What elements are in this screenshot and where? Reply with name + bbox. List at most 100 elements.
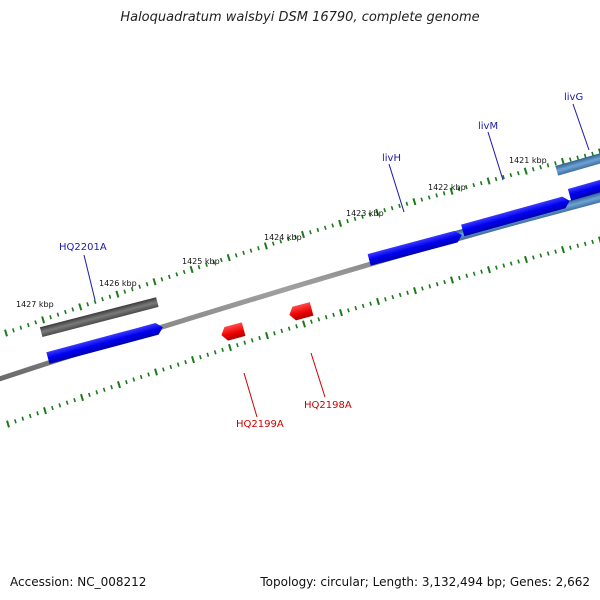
- inner-tick: [428, 284, 432, 289]
- outer-tick: [26, 322, 30, 328]
- outer-tick: [442, 191, 446, 196]
- inner-tick: [369, 301, 372, 306]
- outer-tick: [219, 257, 223, 263]
- outer-tick: [346, 218, 349, 224]
- outer-tick: [286, 236, 290, 242]
- accession-text: Accession: NC_008212: [10, 575, 147, 589]
- leader-hq2199a: [243, 372, 258, 418]
- inner-tick: [517, 259, 520, 264]
- outer-tick: [205, 262, 208, 267]
- inner-tick: [206, 352, 210, 357]
- outer-tick: [598, 148, 600, 156]
- inner-tick: [502, 263, 506, 268]
- outer-tick: [145, 282, 149, 287]
- inner-tick: [265, 332, 269, 340]
- inner-tick: [391, 294, 395, 300]
- outer-tick: [212, 260, 216, 265]
- scale-label-1427: 1427 kbp: [16, 300, 54, 309]
- inner-tick: [361, 303, 365, 309]
- inner-tick: [139, 374, 143, 380]
- inner-tick: [354, 305, 358, 311]
- inner-tick: [295, 324, 298, 329]
- outer-tick: [375, 208, 380, 216]
- inner-tick: [162, 367, 165, 372]
- map-title: Haloquadratum walsbyi DSM 16790, complet…: [120, 10, 480, 25]
- inner-tick: [465, 273, 469, 278]
- outer-tick: [323, 225, 327, 230]
- outer-tick: [175, 272, 179, 277]
- cds-hq2201a: [46, 323, 163, 364]
- inner-tick: [154, 368, 158, 376]
- scale-label-1423: 1423 kbp: [346, 209, 384, 218]
- outer-tick: [576, 155, 580, 160]
- outer-tick: [226, 254, 231, 262]
- cds-livh: [367, 230, 462, 266]
- outer-tick: [182, 269, 186, 275]
- inner-tick: [169, 364, 173, 370]
- outer-tick: [86, 302, 90, 307]
- inner-tick: [236, 342, 239, 348]
- inner-tick: [43, 407, 47, 415]
- inner-tick: [406, 290, 409, 295]
- outer-tick: [539, 165, 542, 170]
- outer-tick: [4, 329, 8, 337]
- inner-tick: [443, 279, 446, 285]
- outer-tick: [368, 212, 372, 217]
- outer-tick: [249, 248, 253, 253]
- inner-tick: [554, 249, 557, 254]
- cds-livm: [461, 196, 570, 237]
- inner-tick: [339, 309, 343, 317]
- outer-tick: [523, 167, 528, 175]
- gene-label-hq2199a: HQ2199A: [236, 419, 284, 430]
- outer-tick: [49, 315, 52, 320]
- inner-tick: [228, 343, 232, 352]
- inner-tick: [384, 297, 387, 302]
- inner-tick: [250, 338, 254, 343]
- inner-tick: [95, 390, 99, 395]
- outer-tick: [383, 208, 387, 213]
- outer-tick: [546, 163, 550, 168]
- inner-tick: [243, 340, 247, 345]
- gene-label-hq2198a: HQ2198A: [304, 400, 352, 411]
- outer-tick: [457, 187, 461, 192]
- inner-tick: [21, 416, 25, 421]
- inner-tick: [184, 359, 187, 365]
- outer-tick: [34, 320, 38, 325]
- outer-tick: [449, 187, 454, 195]
- inner-tick: [487, 266, 491, 274]
- inner-tick: [561, 246, 565, 254]
- inner-tick: [583, 241, 587, 246]
- scale-label-1421: 1421 kbp: [509, 156, 547, 165]
- outer-tick: [197, 264, 201, 270]
- leader-hq2201a: [83, 254, 96, 301]
- outer-tick: [160, 277, 164, 282]
- inner-tick: [73, 397, 76, 403]
- outer-tick: [271, 241, 275, 246]
- inner-tick: [147, 372, 150, 377]
- inner-tick: [458, 275, 461, 281]
- inner-tick: [51, 405, 54, 411]
- inner-tick: [80, 393, 84, 402]
- outer-tick: [71, 307, 75, 312]
- gene-label-livm: livM: [478, 121, 498, 132]
- outer-tick: [130, 287, 134, 292]
- scale-label-1424: 1424 kbp: [264, 233, 302, 242]
- gene-label-livg: livG: [564, 92, 583, 103]
- outer-tick: [420, 197, 424, 202]
- inner-tick: [472, 271, 476, 276]
- outer-tick-ring: [4, 148, 600, 337]
- outer-tick: [279, 239, 283, 244]
- inner-tick: [398, 292, 402, 298]
- outer-tick: [509, 172, 513, 178]
- inner-tick: [421, 286, 424, 291]
- inner-tick: [302, 320, 306, 328]
- outer-tick: [390, 205, 394, 211]
- outer-tick: [516, 170, 520, 176]
- inner-tick: [213, 350, 217, 355]
- outer-tick: [353, 216, 357, 222]
- outer-tick: [316, 227, 320, 233]
- leader-hq2198a: [310, 352, 326, 398]
- outer-tick: [123, 289, 127, 294]
- cds-hq2198a: [289, 302, 314, 321]
- inner-tick: [88, 392, 91, 398]
